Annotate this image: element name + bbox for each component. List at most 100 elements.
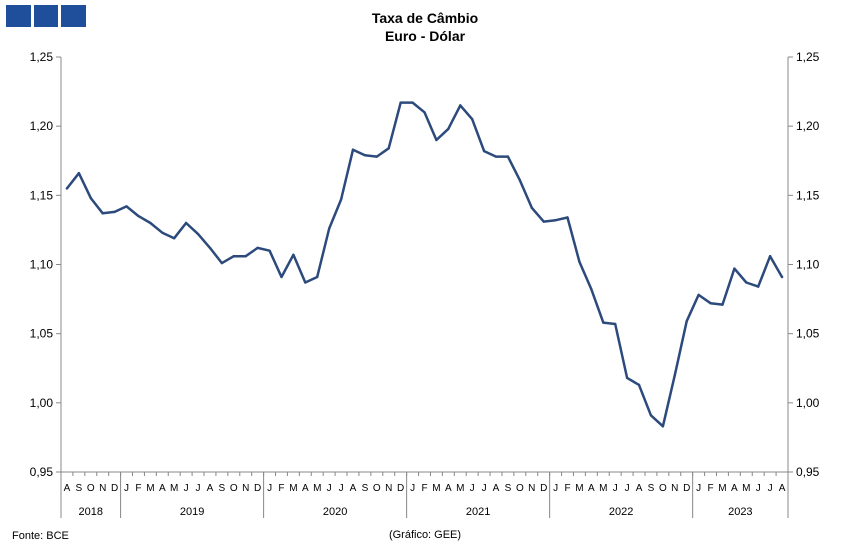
x-month-label: S [505,483,512,494]
x-month-label: D [540,483,547,494]
data-point [137,214,140,218]
data-point [208,246,212,250]
data-point [125,205,128,208]
x-month-label: A [493,483,500,494]
chart-credit: (Gráfico: GEE) [388,529,462,541]
data-point [292,253,295,257]
x-month-label: N [671,483,678,494]
x-month-label: M [742,483,750,494]
data-point [244,255,247,258]
x-month-label: S [362,483,369,494]
data-point [637,383,641,387]
x-month-label: J [696,483,701,494]
data-point [65,187,69,190]
data-point [423,111,426,114]
data-point [470,118,474,121]
x-month-label: F [135,483,141,494]
data-point [721,303,724,306]
x-year-label: 2020 [323,506,347,518]
data-point [566,216,569,219]
data-point [613,322,617,326]
data-point [709,302,712,305]
x-month-label: J [553,483,558,494]
x-month-label: F [278,483,284,494]
data-point [435,138,438,142]
data-point [399,101,402,104]
x-year-label: 2023 [728,506,752,518]
y-tick-label-left: 1,10 [30,258,54,272]
data-point [232,255,236,258]
y-tick-label-left: 1,20 [30,119,54,133]
data-point [578,260,581,263]
y-tick-label-left: 0,95 [30,465,54,479]
x-month-label: J [613,483,618,494]
data-point [542,220,545,223]
x-month-label: D [683,483,690,494]
x-month-label: O [87,483,95,494]
data-point [602,321,605,324]
x-month-label: M [575,483,583,494]
x-month-label: O [659,483,667,494]
data-point [590,288,593,291]
data-point [482,149,486,153]
x-month-label: N [242,483,249,494]
data-point [304,281,307,284]
y-tick-label-right: 1,10 [796,258,820,272]
x-month-label: J [327,483,332,494]
y-tick-label-right: 0,95 [796,465,820,479]
data-point [661,425,665,428]
data-point [530,206,533,209]
x-month-label: J [124,483,129,494]
data-point [89,196,92,200]
x-month-label: O [230,483,238,494]
x-month-label: J [768,483,773,494]
data-point [411,101,414,104]
data-point [447,127,450,131]
x-month-label: A [588,483,595,494]
y-tick-label-left: 1,05 [30,327,54,341]
series-line [65,101,784,428]
x-month-label: J [267,483,272,494]
x-month-label: J [470,483,475,494]
chart-subtitle: Euro - Dólar [384,28,466,44]
data-point [387,147,390,150]
data-point [506,155,510,158]
x-month-label: F [564,483,570,494]
y-tick-label-right: 1,20 [796,119,820,133]
logo [6,5,87,27]
x-month-label: J [196,483,201,494]
data-point [363,154,367,157]
x-month-label: A [302,483,309,494]
x-year-label: 2019 [180,506,204,518]
x-month-label: D [111,483,118,494]
data-point [375,155,379,158]
x-month-label: A [207,483,214,494]
data-point [733,267,736,270]
x-month-label: A [350,483,357,494]
x-month-label: S [76,483,83,494]
data-point [101,212,104,215]
x-month-label: D [254,483,261,494]
x-month-label: A [64,483,71,494]
data-point [280,275,283,279]
x-month-label: M [289,483,297,494]
data-point [494,155,498,158]
x-month-label: S [219,483,226,494]
x-month-label: M [170,483,178,494]
data-point [673,373,676,377]
y-tick-label-left: 1,00 [30,396,54,410]
x-month-label: A [731,483,738,494]
y-tick-label-right: 1,15 [796,188,820,202]
data-point [649,414,653,417]
data-point [149,221,152,225]
x-month-label: N [528,483,535,494]
x-month-label: O [516,483,524,494]
data-point [196,232,200,236]
x-year-label: 2018 [79,506,103,518]
x-month-label: J [625,483,630,494]
x-month-label: A [445,483,452,494]
x-year-label: 2022 [609,506,633,518]
source-note: Fonte: BCE [12,530,69,542]
x-month-label: A [779,483,786,494]
